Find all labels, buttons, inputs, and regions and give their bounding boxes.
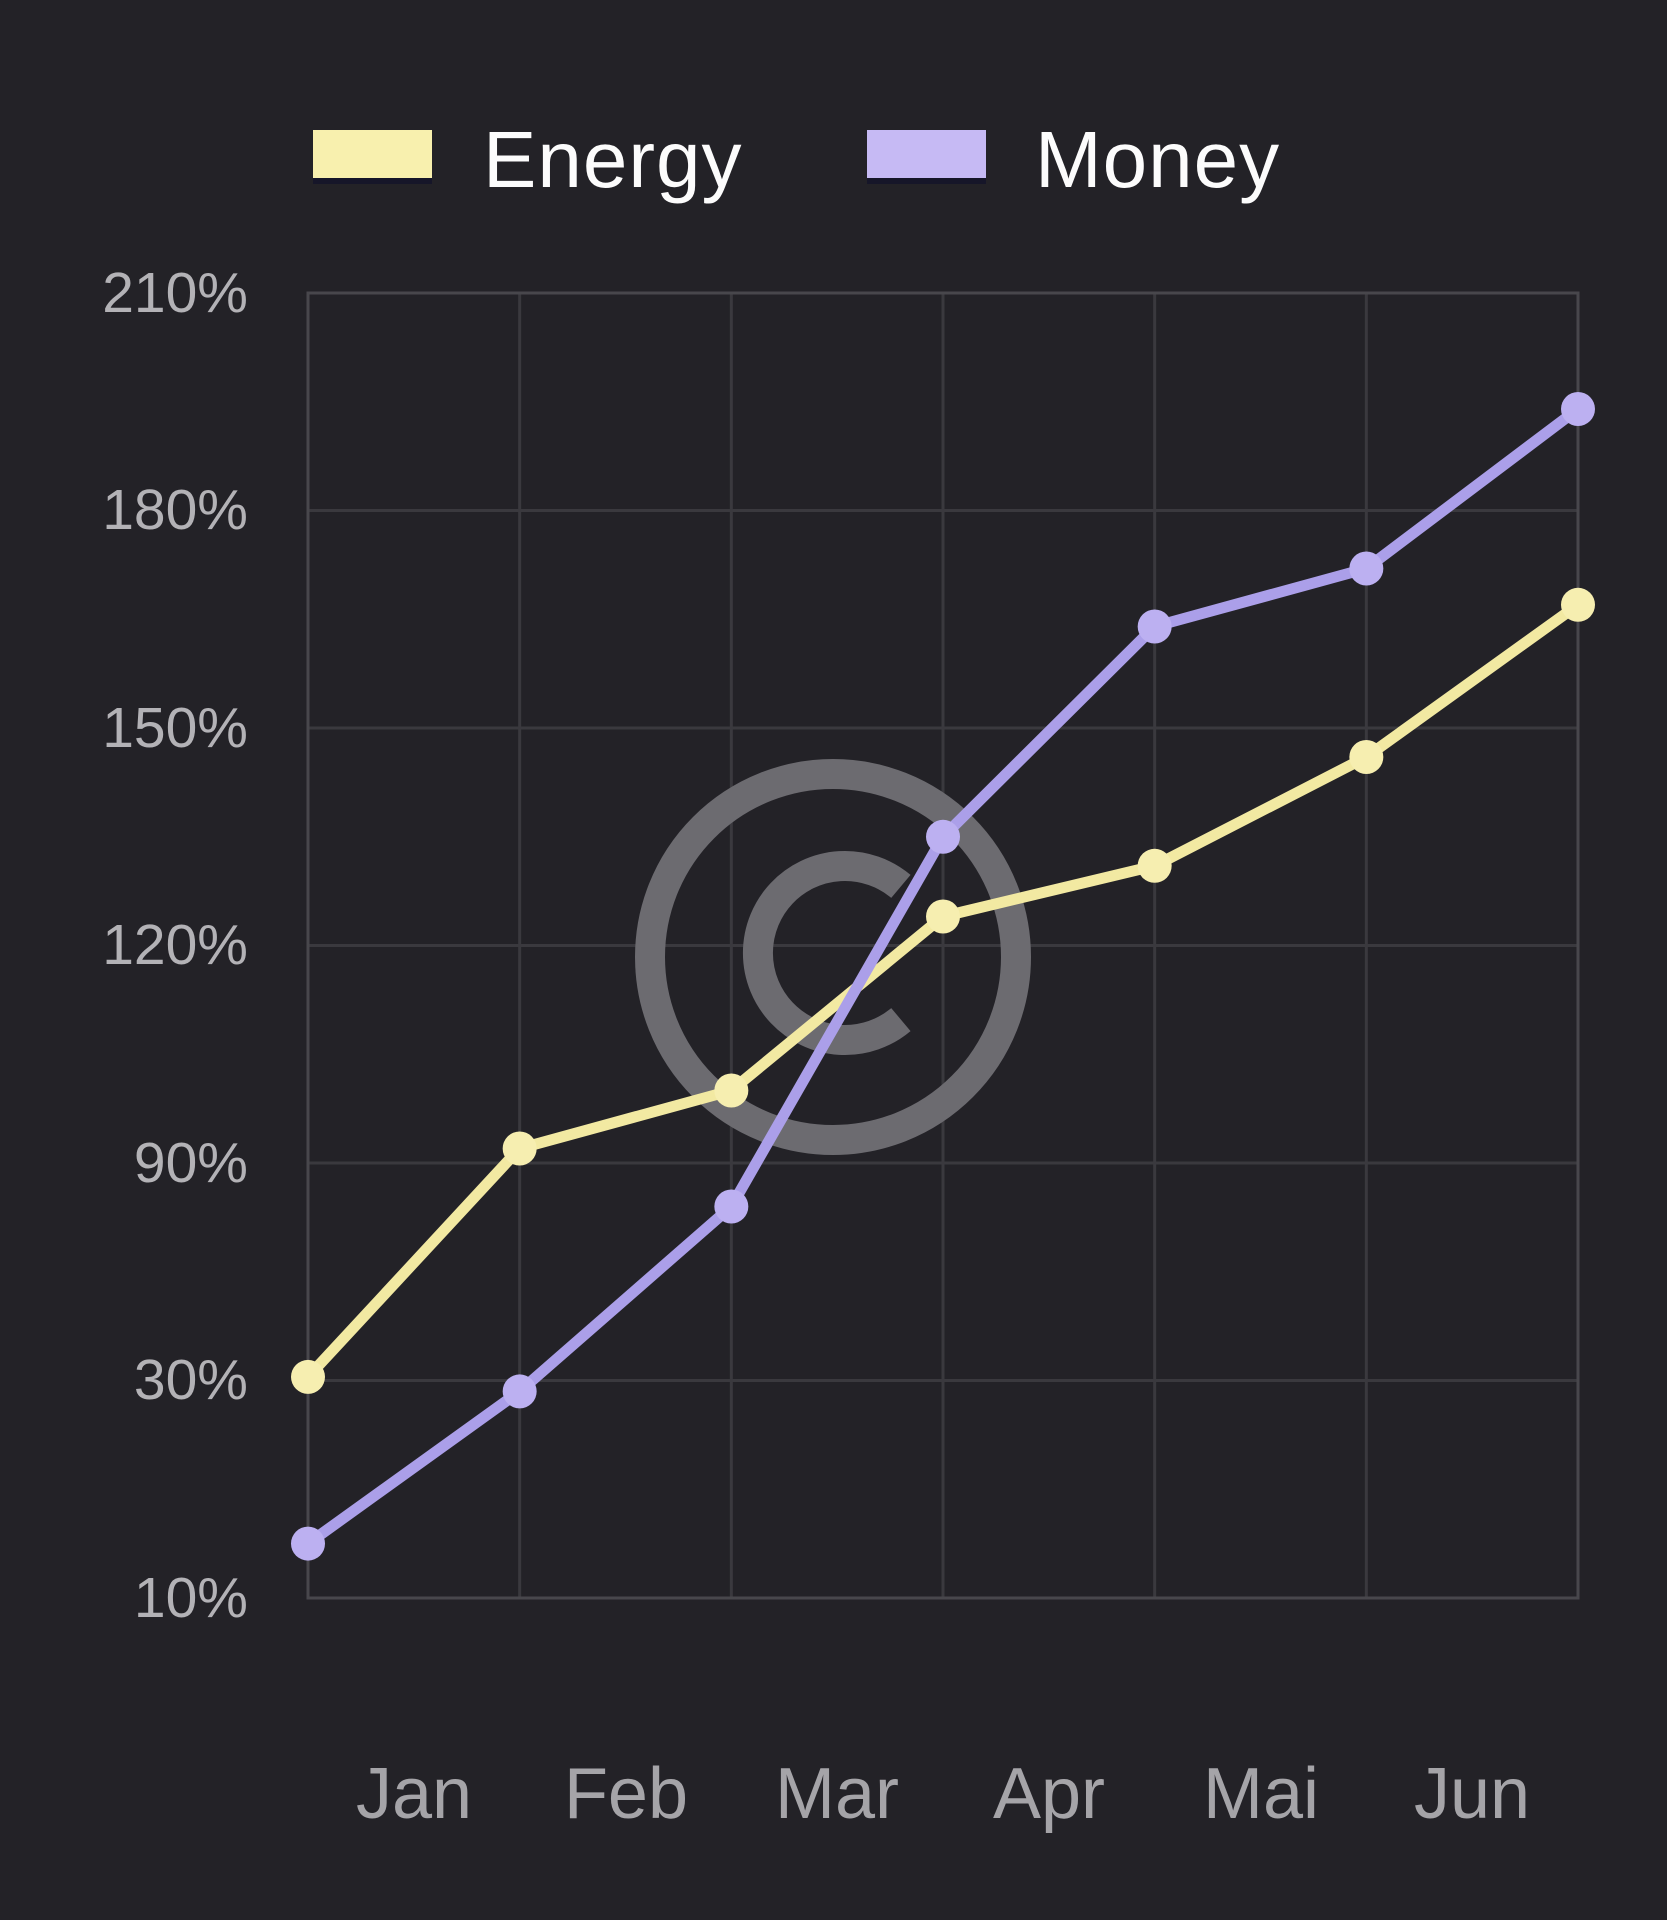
x-axis-tick-label: Mar: [775, 1754, 899, 1834]
x-axis-tick-label: Mai: [1202, 1754, 1319, 1834]
energy-point: [291, 1359, 325, 1394]
legend-swatch-money-icon: [867, 130, 986, 178]
x-axis-tick-label: Apr: [992, 1754, 1106, 1834]
money-point: [1349, 551, 1384, 586]
y-axis-tick-label: 210%: [102, 261, 248, 325]
y-axis-tick-label: 90%: [133, 1131, 248, 1195]
energy-point: [502, 1131, 537, 1166]
money-point: [291, 1526, 325, 1561]
y-axis-tick-label: 10%: [133, 1566, 248, 1630]
x-axis-tick-label: Jun: [1413, 1754, 1531, 1834]
money-point: [1137, 609, 1172, 644]
y-axis-tick-label: 150%: [102, 696, 248, 760]
copyright-watermark-icon: [635, 759, 1031, 1155]
energy-point: [1137, 848, 1172, 883]
money-point: [502, 1374, 537, 1409]
legend-label-energy: Energy: [483, 115, 743, 204]
plot-border: [306, 291, 1580, 1600]
series-money: [291, 392, 1595, 1561]
y-axis-tick-label: 30%: [133, 1348, 248, 1412]
energy-point: [1349, 740, 1384, 774]
money-point: [926, 819, 960, 854]
energy-point: [1561, 587, 1595, 622]
energy-point: [926, 899, 960, 934]
energy-point: [714, 1073, 749, 1108]
x-axis-tick-label: Feb: [563, 1754, 689, 1834]
money-point: [1561, 392, 1595, 426]
x-axis-tick-label: Jan: [355, 1754, 473, 1834]
money-point: [714, 1189, 749, 1224]
legend: Energy Money: [0, 0, 1667, 280]
series-energy: [291, 587, 1595, 1394]
y-axis-tick-label: 180%: [102, 478, 248, 542]
legend-label-money: Money: [1035, 115, 1281, 204]
y-axis-tick-label: 120%: [102, 913, 248, 977]
legend-swatch-energy-icon: [313, 130, 432, 178]
